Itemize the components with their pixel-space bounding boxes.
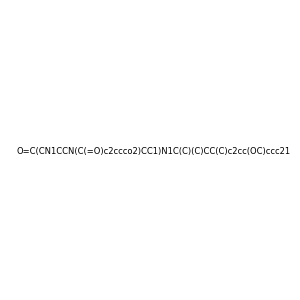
- Text: O=C(CN1CCN(C(=O)c2ccco2)CC1)N1C(C)(C)CC(C)c2cc(OC)ccc21: O=C(CN1CCN(C(=O)c2ccco2)CC1)N1C(C)(C)CC(…: [17, 147, 291, 156]
